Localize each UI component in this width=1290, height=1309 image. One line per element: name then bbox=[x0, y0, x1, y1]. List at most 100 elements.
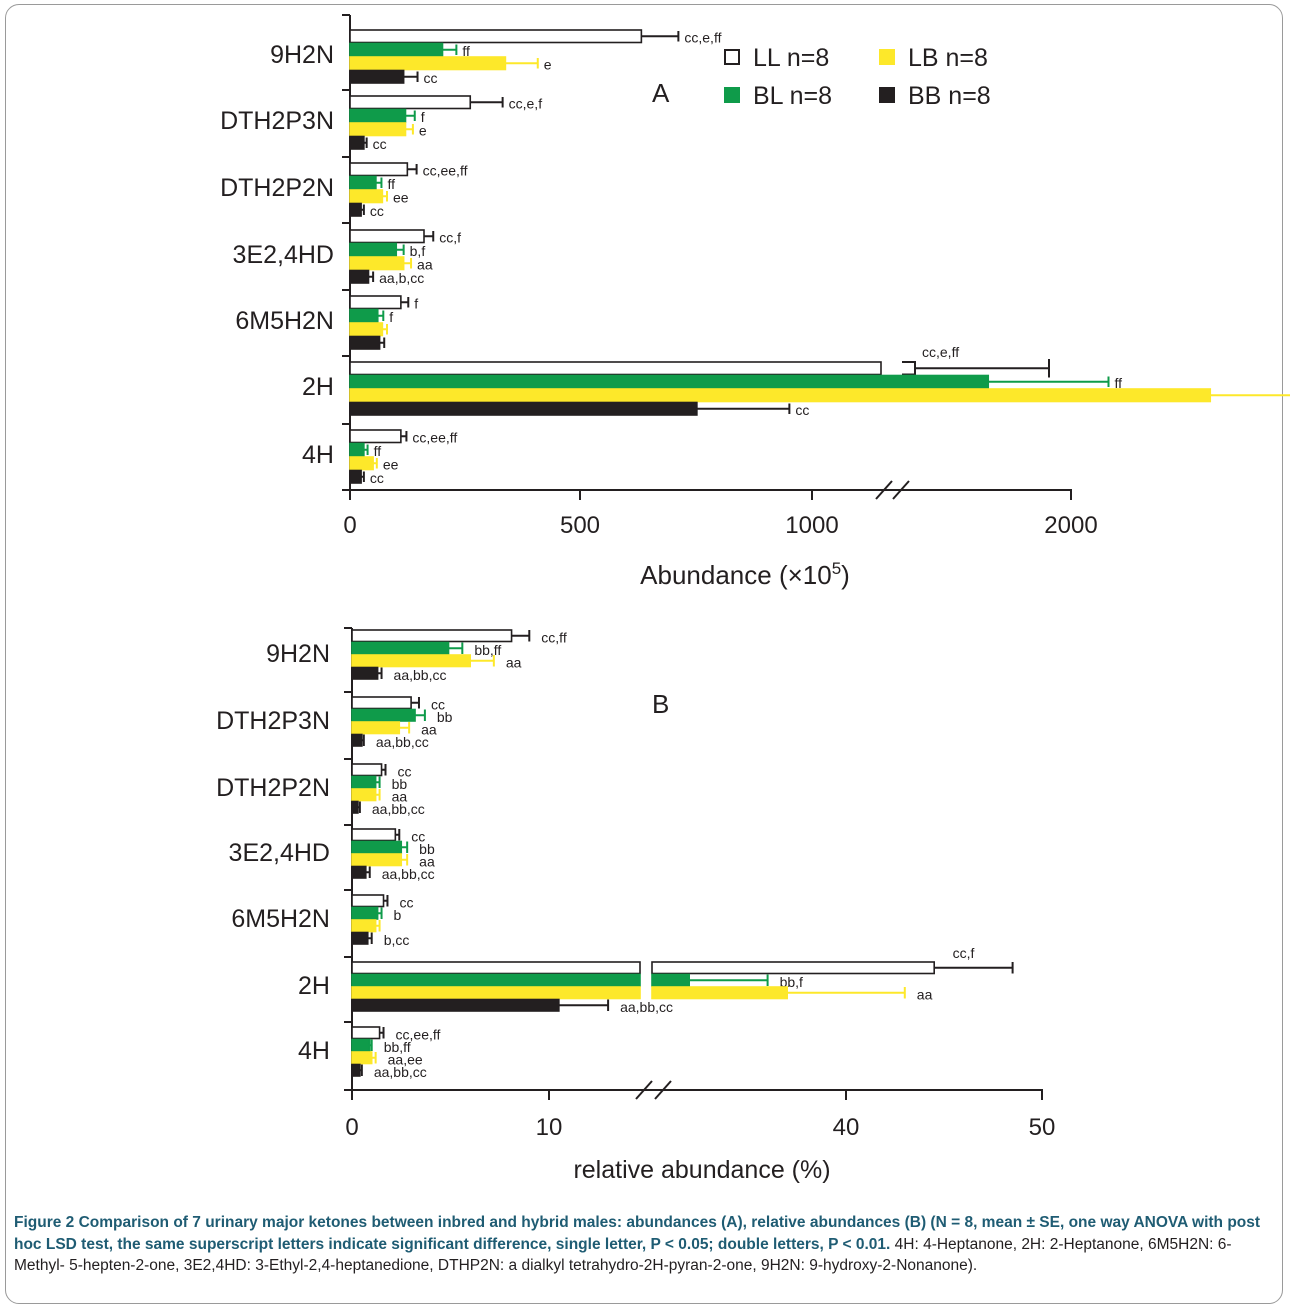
category-label: DTH2P3N bbox=[220, 107, 334, 135]
significance-letters: cc,ff bbox=[541, 630, 567, 646]
bar bbox=[351, 840, 403, 854]
panel-b: 0 10 40 50 relative abundance (%) 9H2N DTH2P3N… bbox=[216, 627, 1056, 1184]
bar bbox=[351, 641, 450, 655]
significance-letters: aa bbox=[421, 722, 437, 738]
bar bbox=[349, 135, 365, 150]
significance-letters: e bbox=[419, 123, 427, 139]
significance-letters: f bbox=[421, 109, 425, 125]
bar bbox=[349, 56, 507, 71]
bar bbox=[351, 696, 412, 710]
significance-letters: cc,ee,ff bbox=[396, 1027, 441, 1043]
legend-label: BL n=8 bbox=[753, 82, 832, 110]
significance-letters: cc,ee,ff bbox=[412, 430, 457, 446]
bar bbox=[349, 469, 362, 484]
significance-letters: aa,bb,cc bbox=[394, 667, 447, 683]
significance-letters: aa,b,cc bbox=[379, 270, 424, 286]
category-label: 9H2N bbox=[270, 41, 334, 69]
legend-swatch bbox=[879, 87, 895, 103]
significance-letters: f bbox=[414, 296, 418, 312]
category-label: 3E2,4HD bbox=[229, 839, 330, 867]
significance-letters: bb bbox=[392, 776, 408, 792]
bar bbox=[349, 295, 402, 310]
category-label: 4H bbox=[298, 1037, 330, 1065]
legend-label: LL n=8 bbox=[753, 44, 829, 72]
legend-swatch bbox=[879, 49, 895, 65]
significance-letters: cc bbox=[370, 203, 384, 219]
figure-caption: Figure 2 Comparison of 7 urinary major k… bbox=[14, 1212, 1276, 1277]
bar bbox=[351, 721, 401, 735]
significance-letters: cc,e,ff bbox=[684, 30, 721, 46]
bar bbox=[349, 322, 384, 337]
panel-label: A bbox=[652, 78, 670, 108]
significance-letters: e bbox=[544, 57, 552, 73]
bar bbox=[351, 865, 367, 879]
significance-letters: cc,e,f bbox=[509, 96, 543, 112]
bar bbox=[349, 335, 381, 350]
bar bbox=[349, 202, 362, 217]
bar bbox=[651, 986, 788, 1000]
bar bbox=[349, 175, 377, 190]
significance-letters: cc bbox=[431, 697, 445, 713]
bar bbox=[349, 242, 398, 257]
bar-break-cap bbox=[902, 361, 916, 376]
category-label: 9H2N bbox=[266, 640, 330, 668]
bar bbox=[351, 654, 471, 668]
bar bbox=[349, 361, 882, 376]
significance-letters: ff bbox=[387, 176, 395, 192]
bar bbox=[349, 108, 407, 123]
category-label: DTH2P3N bbox=[216, 707, 330, 735]
bar bbox=[351, 708, 416, 722]
significance-letters: aa,bb,cc bbox=[374, 1064, 427, 1080]
x-tick-label: 50 bbox=[1029, 1114, 1056, 1141]
significance-letters: aa,ee bbox=[388, 1052, 423, 1068]
significance-letters: cc bbox=[373, 136, 387, 152]
bar bbox=[349, 162, 409, 177]
significance-letters: ff bbox=[374, 443, 382, 459]
significance-letters: ee bbox=[393, 190, 409, 206]
bar bbox=[351, 961, 641, 975]
x-tick-label: 2000 bbox=[1044, 512, 1097, 539]
bar bbox=[351, 973, 641, 987]
bar bbox=[351, 986, 641, 1000]
x-tick-label: 0 bbox=[343, 512, 356, 539]
significance-letters: cc,ee,ff bbox=[423, 163, 468, 179]
bar bbox=[351, 666, 379, 680]
significance-letters: cc bbox=[397, 764, 411, 780]
axis-break-mark bbox=[892, 480, 910, 500]
significance-letters: bb,ff bbox=[474, 642, 501, 658]
bar bbox=[351, 763, 383, 777]
bar bbox=[351, 931, 369, 945]
bar bbox=[351, 1038, 371, 1052]
bar bbox=[349, 69, 405, 84]
significance-letters: aa,bb,cc bbox=[372, 801, 425, 817]
bar bbox=[349, 374, 990, 389]
significance-letters: cc bbox=[411, 829, 425, 845]
bar bbox=[351, 919, 377, 933]
figure-frame bbox=[5, 4, 1283, 1304]
bar bbox=[349, 256, 405, 271]
bar bbox=[349, 269, 370, 284]
bar bbox=[351, 800, 359, 814]
category-label: 4H bbox=[302, 441, 334, 469]
bar bbox=[349, 308, 379, 323]
significance-letters: cc bbox=[399, 895, 413, 911]
legend-swatch bbox=[724, 49, 740, 65]
legend-label: BB n=8 bbox=[908, 82, 991, 110]
panel-label: B bbox=[652, 689, 669, 719]
bar bbox=[349, 388, 1212, 403]
x-tick-label: 0 bbox=[345, 1114, 358, 1141]
x-tick-label: 500 bbox=[560, 512, 600, 539]
bar bbox=[351, 828, 397, 842]
bar bbox=[349, 42, 444, 57]
bar bbox=[351, 853, 403, 867]
significance-letters: aa bbox=[417, 257, 433, 273]
x-tick-label: 10 bbox=[536, 1114, 563, 1141]
bar bbox=[349, 95, 472, 110]
significance-letters: cc,e,ff bbox=[922, 344, 959, 360]
significance-letters: cc,f bbox=[953, 945, 975, 961]
category-label: DTH2P2N bbox=[216, 774, 330, 802]
significance-letters: f bbox=[389, 309, 393, 325]
bar bbox=[351, 788, 377, 802]
caption-body: 4H: 4-Heptanone, 2H: 2-Heptanone, 6M5H2N… bbox=[14, 1235, 1232, 1275]
